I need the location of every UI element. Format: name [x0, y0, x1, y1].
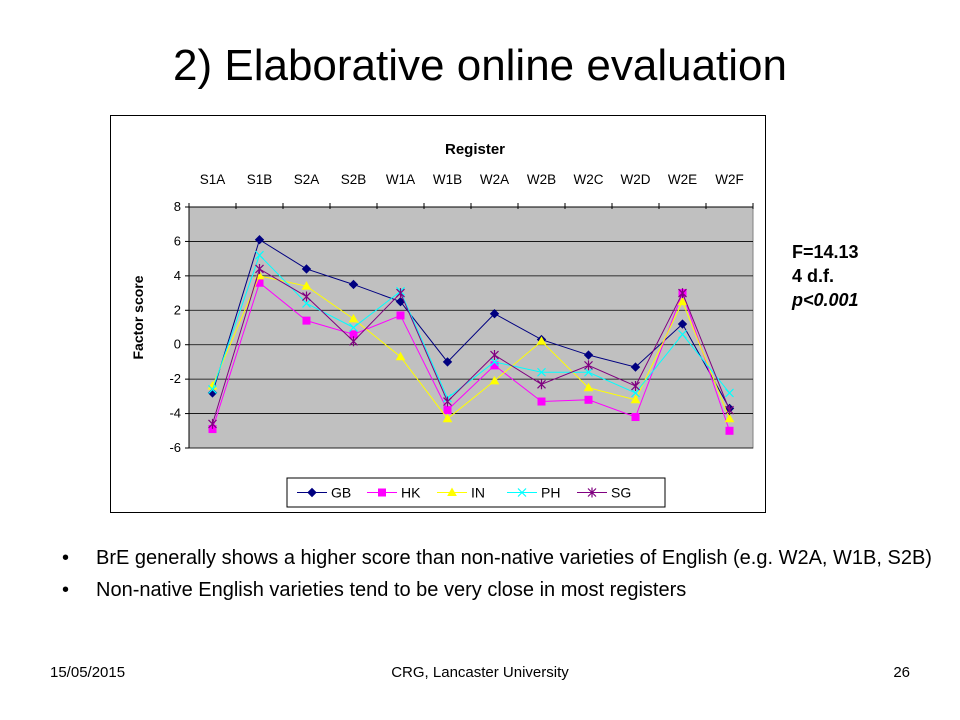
x-tick-label: S2A: [294, 172, 320, 187]
data-point-ph: [490, 357, 499, 367]
data-point-hk: [443, 406, 452, 415]
data-point-in: [583, 382, 594, 392]
y-tick-label: 8: [174, 199, 181, 214]
legend-label: SG: [611, 485, 631, 501]
data-point-sg: [631, 381, 640, 392]
data-point-ph: [349, 323, 358, 332]
data-point-gb: [583, 350, 594, 360]
data-point-gb: [348, 279, 359, 290]
plot-area: [188, 206, 754, 449]
data-point-ph: [302, 298, 311, 308]
data-point-in: [301, 281, 312, 290]
data-point-sg: [678, 288, 687, 299]
data-point-sg: [396, 288, 405, 299]
data-point-ph: [584, 367, 593, 377]
statistics-block: F=14.13 4 d.f. p<0.001: [792, 240, 859, 312]
data-point-ph: [208, 385, 217, 394]
x-tick-label: W2C: [574, 172, 604, 187]
data-point-gb: [677, 319, 688, 329]
data-point-hk: [631, 413, 640, 422]
series-line-ph: [212, 254, 730, 399]
data-point-in: [630, 394, 641, 404]
data-point-gb: [489, 309, 500, 319]
data-point-in: [677, 296, 688, 306]
bullet-item: Non-native English varieties tend to be …: [62, 578, 942, 602]
data-point-gb: [442, 357, 453, 367]
y-axis-label: Factor score: [130, 275, 146, 359]
data-point-sg: [349, 336, 358, 347]
y-tick-label: -4: [169, 406, 181, 421]
data-point-hk: [725, 426, 734, 435]
x-tick-label: W2F: [715, 172, 744, 187]
data-point-sg: [537, 379, 546, 390]
data-point-hk: [396, 311, 405, 320]
legend-marker-sg: [587, 487, 597, 498]
x-tick-label: W1A: [386, 172, 415, 187]
footer-date: 15/05/2015: [50, 664, 126, 681]
data-point-ph: [537, 367, 546, 377]
data-point-gb: [301, 264, 312, 274]
data-point-sg: [584, 360, 593, 371]
chart-frame: -6 -4 -2 0 2 4 6 8 Register S1A S1B S2A S2B W1A W1B W2A…: [110, 115, 766, 513]
y-tick-label: 0: [174, 337, 181, 352]
legend-marker-gb: [307, 487, 317, 498]
legend-marker-ph: [517, 488, 527, 497]
data-point-ph: [631, 388, 640, 398]
data-point-in: [724, 413, 735, 423]
legend-marker-in: [447, 487, 457, 496]
data-point-in: [489, 375, 500, 385]
y-tick-label: 2: [174, 302, 181, 317]
x-tick-label: W1B: [433, 172, 462, 187]
legend-label: PH: [541, 485, 560, 501]
series-line-sg: [212, 268, 730, 425]
x-tick-label: S1B: [247, 172, 273, 187]
y-tick-label: -2: [169, 371, 181, 386]
x-tick-label: W2B: [527, 172, 556, 187]
series-line-hk: [212, 281, 730, 431]
data-point-sg: [208, 418, 217, 429]
data-point-hk: [584, 395, 593, 404]
data-point-hk: [302, 316, 311, 325]
y-tick-label: 6: [174, 233, 181, 248]
line-chart: -6 -4 -2 0 2 4 6 8 Register S1A S1B S2A S2B W1A W1B W2A…: [130, 141, 754, 508]
data-point-in: [395, 351, 406, 361]
bullet-item: BrE generally shows a higher score than …: [62, 546, 942, 570]
series-line-gb: [212, 238, 730, 409]
y-tick-label: -6: [169, 440, 181, 455]
data-point-sg: [725, 405, 734, 416]
data-point-sg: [255, 263, 264, 274]
data-point-in: [348, 313, 359, 323]
legend-marker-hk: [378, 488, 386, 497]
data-point-sg: [490, 350, 499, 361]
degrees-of-freedom: 4 d.f.: [792, 266, 835, 286]
x-tick-label: W2E: [668, 172, 697, 187]
data-point-ph: [725, 388, 734, 398]
data-point-gb: [630, 362, 641, 372]
data-point-ph: [678, 329, 687, 339]
data-point-in: [536, 336, 547, 345]
legend-label: HK: [401, 485, 421, 501]
x-tick-label: W2A: [480, 172, 509, 187]
f-statistic: F=14.13: [792, 242, 859, 262]
bullet-list: BrE generally shows a higher score than …: [62, 546, 942, 610]
x-tick-label: S2B: [341, 172, 367, 187]
data-point-sg: [443, 396, 452, 407]
data-point-gb: [254, 235, 265, 245]
chart-title: Register: [445, 141, 505, 158]
data-point-hk: [537, 397, 546, 406]
page-number: 26: [893, 664, 910, 681]
data-point-in: [442, 413, 453, 423]
data-point-sg: [302, 291, 311, 302]
x-tick-label: W2D: [621, 172, 651, 187]
p-value: p<0.001: [792, 290, 859, 310]
slide-title: 2) Elaborative online evaluation: [173, 41, 787, 90]
data-point-ph: [255, 250, 264, 260]
legend-label: GB: [331, 485, 351, 501]
legend-label: IN: [471, 485, 485, 501]
footer-organization: CRG, Lancaster University: [391, 664, 569, 681]
y-tick-label: 4: [174, 268, 181, 283]
x-tick-label: S1A: [200, 172, 226, 187]
